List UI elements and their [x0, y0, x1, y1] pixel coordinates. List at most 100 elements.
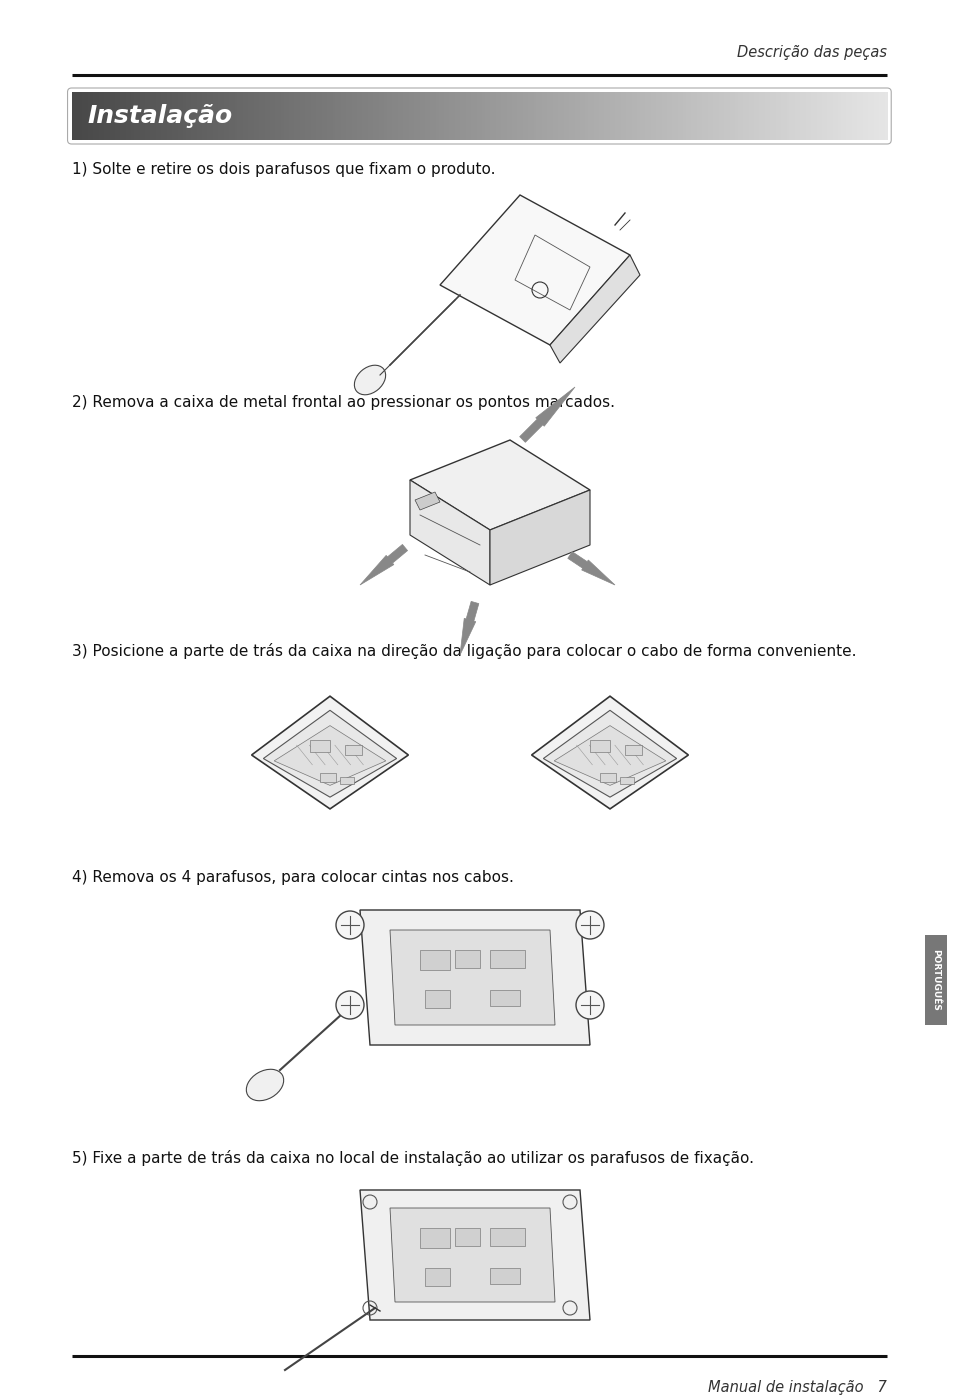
Bar: [490, 92, 493, 140]
Text: 1) Solte e retire os dois parafusos que fixam o produto.: 1) Solte e retire os dois parafusos que …: [71, 162, 495, 176]
Ellipse shape: [354, 365, 385, 395]
Bar: [582, 92, 585, 140]
Bar: [210, 92, 213, 140]
Polygon shape: [359, 545, 407, 585]
Bar: [675, 92, 678, 140]
Bar: [615, 92, 618, 140]
Bar: [490, 1268, 519, 1284]
Bar: [259, 92, 262, 140]
Bar: [547, 92, 550, 140]
Bar: [91, 92, 93, 140]
Polygon shape: [439, 195, 629, 344]
Bar: [261, 92, 265, 140]
Bar: [604, 92, 607, 140]
Bar: [606, 92, 610, 140]
Bar: [672, 92, 675, 140]
Bar: [517, 92, 520, 140]
Bar: [538, 92, 542, 140]
Bar: [781, 92, 783, 140]
Bar: [468, 92, 471, 140]
Bar: [637, 92, 639, 140]
Bar: [129, 92, 132, 140]
Bar: [368, 92, 371, 140]
Bar: [183, 92, 186, 140]
Bar: [641, 92, 645, 140]
Polygon shape: [390, 930, 555, 1025]
Polygon shape: [274, 725, 385, 785]
Bar: [85, 92, 89, 140]
Bar: [474, 92, 476, 140]
Bar: [845, 92, 849, 140]
Bar: [416, 92, 419, 140]
Bar: [240, 92, 243, 140]
Bar: [569, 92, 572, 140]
Polygon shape: [459, 602, 478, 655]
Bar: [867, 92, 870, 140]
Polygon shape: [252, 696, 408, 809]
Bar: [579, 92, 582, 140]
Bar: [365, 92, 368, 140]
Bar: [854, 92, 857, 140]
Bar: [924, 935, 946, 1025]
Bar: [455, 92, 457, 140]
Bar: [359, 92, 362, 140]
Bar: [400, 92, 403, 140]
Bar: [264, 92, 268, 140]
Bar: [443, 92, 447, 140]
Bar: [650, 92, 653, 140]
Bar: [734, 92, 738, 140]
Text: 2) Remova a caixa de metal frontal ao pressionar os pontos marcados.: 2) Remova a caixa de metal frontal ao pr…: [71, 395, 614, 410]
Bar: [343, 92, 346, 140]
Bar: [558, 92, 561, 140]
Bar: [362, 92, 365, 140]
Bar: [387, 92, 390, 140]
Bar: [778, 92, 781, 140]
Bar: [424, 1268, 450, 1287]
Polygon shape: [263, 710, 396, 797]
Bar: [452, 92, 455, 140]
Polygon shape: [490, 490, 589, 585]
Bar: [759, 92, 761, 140]
Bar: [406, 92, 409, 140]
Bar: [720, 92, 724, 140]
Bar: [305, 92, 308, 140]
Bar: [283, 92, 287, 140]
Bar: [678, 92, 680, 140]
Bar: [74, 92, 77, 140]
Bar: [745, 92, 748, 140]
Bar: [308, 92, 311, 140]
Bar: [408, 92, 412, 140]
Bar: [609, 92, 613, 140]
Bar: [446, 92, 450, 140]
Bar: [813, 92, 816, 140]
Bar: [226, 92, 230, 140]
Bar: [666, 92, 670, 140]
Bar: [571, 92, 575, 140]
Bar: [318, 92, 322, 140]
Bar: [838, 92, 841, 140]
Bar: [503, 92, 507, 140]
Text: Instalação: Instalação: [88, 104, 233, 127]
Bar: [196, 92, 199, 140]
Text: Manual de instalação   7: Manual de instalação 7: [708, 1380, 886, 1394]
Bar: [462, 92, 466, 140]
Bar: [370, 92, 374, 140]
Bar: [237, 92, 240, 140]
Bar: [826, 92, 830, 140]
Polygon shape: [619, 777, 634, 784]
Bar: [878, 92, 882, 140]
Bar: [783, 92, 786, 140]
Polygon shape: [359, 1190, 589, 1320]
Bar: [832, 92, 835, 140]
Bar: [177, 92, 181, 140]
Bar: [715, 92, 719, 140]
Bar: [134, 92, 137, 140]
Bar: [769, 92, 773, 140]
Bar: [267, 92, 271, 140]
Bar: [656, 92, 659, 140]
Polygon shape: [567, 552, 615, 585]
Bar: [132, 92, 134, 140]
Bar: [710, 92, 713, 140]
Bar: [528, 92, 531, 140]
Bar: [515, 92, 517, 140]
